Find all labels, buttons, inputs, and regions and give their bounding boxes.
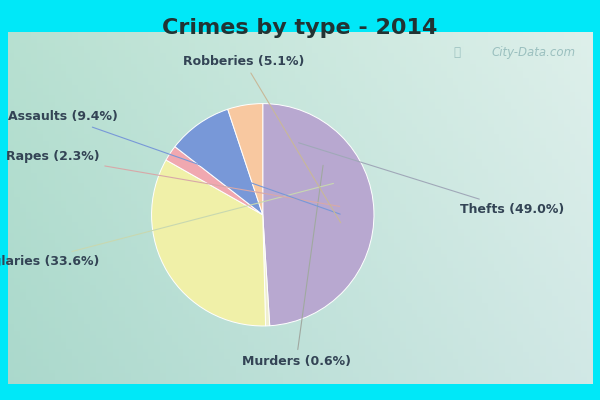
Text: Thefts (49.0%): Thefts (49.0%) (299, 143, 564, 216)
Text: Assaults (9.4%): Assaults (9.4%) (8, 110, 340, 214)
Text: ⓘ: ⓘ (453, 46, 460, 59)
Text: Burglaries (33.6%): Burglaries (33.6%) (0, 184, 334, 268)
Wedge shape (175, 109, 263, 215)
Text: Robberies (5.1%): Robberies (5.1%) (183, 55, 341, 223)
Wedge shape (152, 160, 266, 326)
Text: Rapes (2.3%): Rapes (2.3%) (5, 150, 340, 206)
Text: Murders (0.6%): Murders (0.6%) (242, 165, 350, 368)
Text: City-Data.com: City-Data.com (492, 46, 576, 59)
Wedge shape (263, 215, 270, 326)
Wedge shape (228, 104, 263, 215)
Wedge shape (166, 147, 263, 215)
Wedge shape (263, 104, 374, 326)
Text: Crimes by type - 2014: Crimes by type - 2014 (163, 18, 437, 38)
